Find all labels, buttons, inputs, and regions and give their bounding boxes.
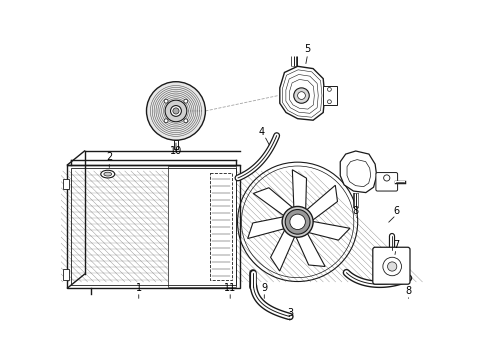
Polygon shape — [280, 66, 325, 120]
Text: 11: 11 — [224, 283, 236, 293]
Text: 5: 5 — [305, 44, 311, 54]
Ellipse shape — [101, 170, 115, 178]
Circle shape — [164, 119, 168, 123]
FancyBboxPatch shape — [373, 247, 410, 284]
Polygon shape — [293, 170, 307, 212]
Text: 4: 4 — [258, 127, 264, 137]
Circle shape — [171, 105, 181, 116]
Text: 7: 7 — [393, 240, 399, 250]
Polygon shape — [270, 227, 296, 271]
Text: 8: 8 — [405, 286, 412, 296]
Text: 6: 6 — [393, 206, 399, 216]
Text: 8: 8 — [353, 206, 359, 216]
Circle shape — [294, 88, 309, 103]
Bar — [168, 166, 236, 287]
Polygon shape — [294, 231, 325, 266]
Circle shape — [147, 82, 205, 140]
Bar — [63, 269, 69, 280]
Circle shape — [165, 100, 187, 122]
Polygon shape — [247, 216, 287, 239]
Circle shape — [282, 206, 313, 237]
Bar — [210, 172, 232, 280]
Circle shape — [290, 214, 305, 230]
Text: 9: 9 — [261, 283, 268, 293]
Text: 2: 2 — [106, 152, 112, 162]
Circle shape — [184, 119, 188, 123]
FancyBboxPatch shape — [376, 172, 397, 191]
Polygon shape — [305, 185, 338, 222]
Bar — [63, 179, 69, 189]
Polygon shape — [340, 151, 377, 193]
Polygon shape — [305, 221, 350, 240]
Circle shape — [388, 262, 397, 271]
Ellipse shape — [104, 172, 112, 176]
FancyBboxPatch shape — [323, 86, 337, 105]
Circle shape — [297, 92, 305, 99]
Polygon shape — [253, 188, 295, 217]
Bar — [71, 168, 236, 285]
Text: 10: 10 — [170, 146, 182, 156]
Text: 1: 1 — [136, 283, 142, 293]
Bar — [69, 171, 168, 282]
Circle shape — [327, 87, 331, 91]
Circle shape — [327, 100, 331, 104]
Circle shape — [285, 210, 310, 234]
Text: 3: 3 — [287, 308, 293, 318]
Circle shape — [384, 175, 390, 181]
Circle shape — [173, 108, 179, 114]
Circle shape — [184, 99, 188, 103]
Bar — [68, 165, 240, 288]
Circle shape — [164, 99, 168, 103]
